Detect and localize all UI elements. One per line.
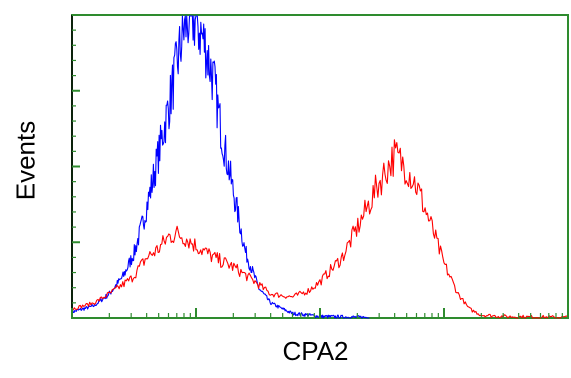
y-axis-label: Events xyxy=(10,120,41,200)
plot-frame xyxy=(71,14,569,319)
plot-border xyxy=(71,14,569,319)
y-axis-label-wrap: Events xyxy=(4,60,48,260)
series-layer xyxy=(71,15,569,319)
x-axis-label: CPA2 xyxy=(282,336,349,366)
series-line-2 xyxy=(71,139,569,319)
ticks-layer xyxy=(71,14,569,319)
